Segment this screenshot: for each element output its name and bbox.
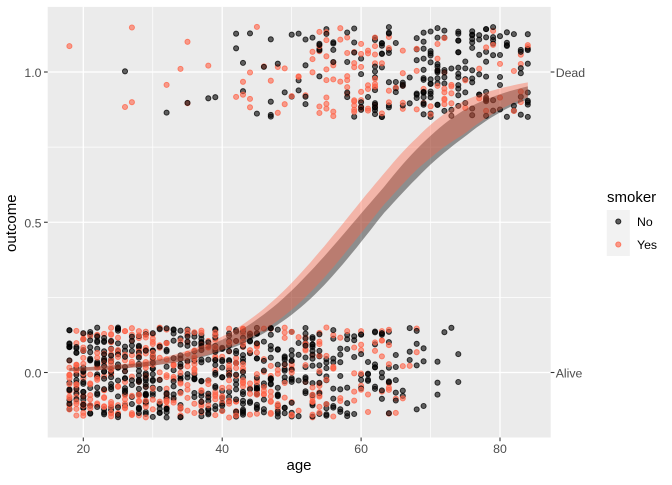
svg-text:60: 60 xyxy=(354,442,368,456)
svg-text:40: 40 xyxy=(215,442,229,456)
svg-text:80: 80 xyxy=(493,442,507,456)
svg-text:No: No xyxy=(637,215,653,229)
svg-text:Yes: Yes xyxy=(637,238,657,252)
svg-text:smoker: smoker xyxy=(607,189,656,206)
svg-text:Alive: Alive xyxy=(556,367,583,381)
svg-text:1.0: 1.0 xyxy=(24,66,41,80)
svg-text:age: age xyxy=(286,457,311,474)
svg-text:Dead: Dead xyxy=(556,66,586,80)
svg-text:20: 20 xyxy=(76,442,90,456)
svg-text:outcome: outcome xyxy=(3,194,20,252)
svg-text:0.5: 0.5 xyxy=(24,216,41,230)
svg-text:0.0: 0.0 xyxy=(24,367,41,381)
